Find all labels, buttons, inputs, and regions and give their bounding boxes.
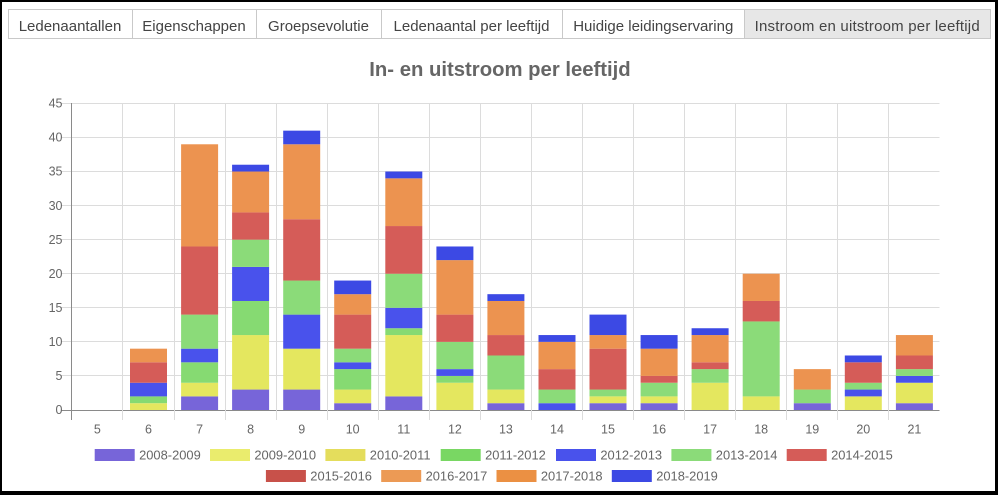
svg-text:2018-2019: 2018-2019: [656, 469, 718, 484]
svg-text:2011-2012: 2011-2012: [485, 448, 546, 463]
svg-text:14: 14: [550, 423, 564, 437]
svg-text:11: 11: [397, 423, 410, 437]
svg-text:10: 10: [346, 423, 360, 437]
svg-text:7: 7: [196, 423, 203, 437]
svg-text:2008-2009: 2008-2009: [139, 448, 201, 463]
svg-text:2017-2018: 2017-2018: [541, 469, 603, 484]
svg-text:19: 19: [805, 423, 819, 437]
svg-text:15: 15: [49, 301, 63, 315]
svg-text:10: 10: [49, 335, 63, 349]
svg-text:2010-2011: 2010-2011: [370, 448, 431, 463]
svg-text:5: 5: [56, 369, 63, 383]
svg-text:18: 18: [754, 423, 768, 437]
svg-text:2014-2015: 2014-2015: [831, 448, 893, 463]
svg-text:0: 0: [56, 403, 63, 417]
svg-text:40: 40: [49, 131, 63, 145]
svg-text:17: 17: [703, 423, 717, 437]
svg-text:2009-2010: 2009-2010: [254, 448, 316, 463]
svg-text:8: 8: [247, 423, 254, 437]
svg-text:35: 35: [49, 165, 63, 179]
svg-text:20: 20: [49, 267, 63, 281]
svg-text:16: 16: [652, 423, 666, 437]
svg-text:21: 21: [907, 423, 921, 437]
svg-text:20: 20: [856, 423, 870, 437]
svg-text:2013-2014: 2013-2014: [716, 448, 778, 463]
svg-text:2015-2016: 2015-2016: [310, 469, 372, 484]
svg-text:45: 45: [49, 97, 63, 111]
svg-text:15: 15: [601, 423, 615, 437]
svg-text:12: 12: [448, 423, 462, 437]
svg-text:9: 9: [298, 423, 305, 437]
svg-text:25: 25: [49, 233, 63, 247]
svg-text:2012-2013: 2012-2013: [600, 448, 662, 463]
svg-text:6: 6: [145, 423, 152, 437]
svg-text:2016-2017: 2016-2017: [426, 469, 488, 484]
svg-text:5: 5: [94, 423, 101, 437]
svg-text:13: 13: [499, 423, 513, 437]
svg-text:30: 30: [49, 199, 63, 213]
